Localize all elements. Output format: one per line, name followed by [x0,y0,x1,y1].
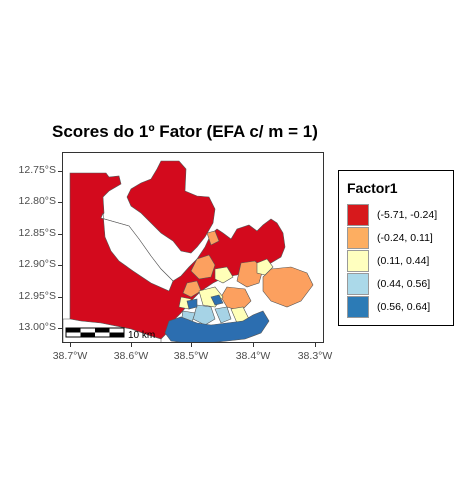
map-panel [62,152,324,343]
legend-label: (0.56, 0.64] [377,301,431,313]
y-tick [58,171,62,172]
region-lightblue [192,304,216,326]
legend-key [347,227,369,249]
legend-key [347,250,369,272]
scale-bar-segment [95,328,110,333]
y-tick [58,234,62,235]
y-tick-label: 12.80°S [18,195,56,207]
x-tick-label: 38.3°W [297,350,333,362]
y-tick [58,202,62,203]
y-tick-label: 13.00°S [18,321,56,333]
legend: Factor1 (-5.71, -0.24] (-0.24, 0.11] (0.… [338,170,454,326]
x-tick [191,343,192,347]
region-lightblue [214,306,232,324]
y-tick-label: 12.75°S [18,164,56,176]
x-tick [131,343,132,347]
region-yellow [214,266,234,284]
legend-key [347,204,369,226]
region-blue [210,294,224,306]
y-tick [58,297,62,298]
region-orange [206,230,220,246]
y-tick-label: 12.95°S [18,290,56,302]
legend-label: (-0.24, 0.11] [377,232,433,244]
legend-key [347,273,369,295]
region-orange [182,280,202,298]
scale-bar-segment [80,332,95,337]
region-orange [262,266,314,308]
region-blue [164,310,270,342]
x-tick [70,343,71,347]
region-yellow [256,258,274,276]
x-tick-label: 38.4°W [235,350,271,362]
region-red-north [126,160,216,254]
y-tick [58,265,62,266]
x-tick-label: 38.7°W [52,350,88,362]
x-tick [315,343,316,347]
region-orange [190,254,216,280]
scale-bar-segment [66,328,81,333]
legend-label: (0.44, 0.56] [377,278,431,290]
y-tick [58,328,62,329]
legend-title: Factor1 [347,180,398,196]
water-body [100,212,174,292]
legend-label: (0.11, 0.44] [377,255,430,267]
x-tick [253,343,254,347]
region-orange [236,260,264,288]
x-tick-label: 38.6°W [113,350,149,362]
y-tick-label: 12.85°S [18,227,56,239]
y-tick-label: 12.90°S [18,258,56,270]
legend-label: (-5.71, -0.24] [377,209,438,221]
legend-key [347,296,369,318]
scale-bar-segment [109,332,124,337]
scale-bar-label: 10 km [128,330,156,341]
choropleth-map [63,160,314,342]
region-blue [186,298,198,310]
map-title: Scores do 1º Fator (EFA c/ m = 1) [52,122,318,141]
x-tick-label: 38.5°W [173,350,209,362]
